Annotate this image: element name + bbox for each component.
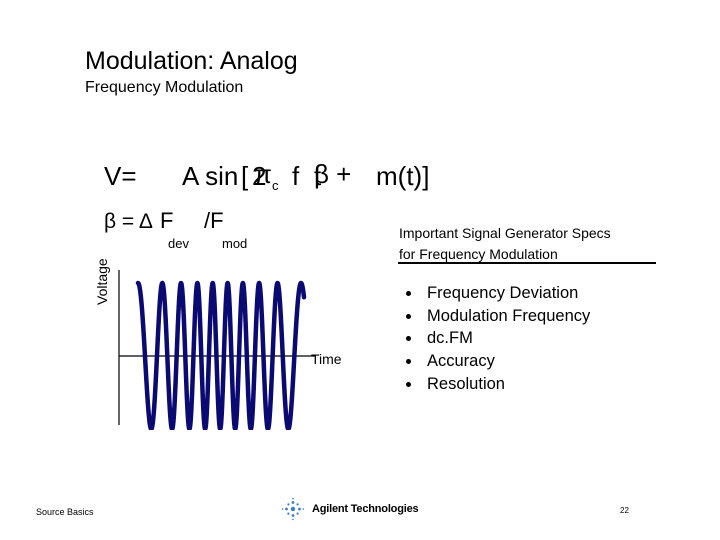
slide-subtitle: Frequency Modulation	[85, 79, 244, 96]
formula-pi: π	[254, 159, 272, 189]
fm-waveform-graph	[118, 270, 315, 430]
footer-source-label: Source Basics	[36, 507, 94, 517]
beta-eq: β = Δ	[104, 210, 153, 233]
beta-mod-sub: mod	[222, 236, 248, 251]
specs-divider	[398, 262, 656, 264]
bullet-dot-icon	[406, 381, 411, 387]
x-axis-label: Time	[311, 351, 342, 367]
footer-logo-text: Agilent Technologies	[312, 503, 419, 515]
formula-a-sin: A sin	[182, 161, 239, 191]
formula-f: f	[292, 161, 300, 191]
bullet-dot-icon	[406, 336, 411, 342]
specs-heading: Important Signal Generator Specs for Fre…	[399, 223, 611, 265]
formula-mt-close: m(t)]	[376, 161, 430, 191]
formula-t: t	[314, 161, 322, 191]
agilent-spark-icon	[281, 497, 305, 521]
page-number: 22	[620, 506, 629, 515]
specs-list-item: Frequency Deviation	[406, 282, 590, 305]
beta-slash-F: /F	[204, 208, 224, 233]
specs-item-text: Frequency Deviation	[427, 284, 579, 302]
specs-heading-line2: for Frequency Modulation	[399, 246, 558, 262]
specs-item-text: Resolution	[427, 374, 505, 393]
bullet-dot-icon	[406, 359, 411, 365]
formula-c-sub: c	[272, 178, 279, 193]
bullet-dot-icon	[406, 313, 411, 319]
specs-list: Frequency Deviation Modulation Frequency…	[406, 282, 590, 396]
formula-two: 2	[252, 161, 267, 191]
beta-dev-sub: dev	[168, 236, 189, 251]
bullet-dot-icon	[406, 291, 411, 296]
specs-list-item: Modulation Frequency	[406, 305, 590, 328]
formula-bracket-open: [	[241, 161, 249, 191]
specs-item-text: Modulation Frequency	[427, 306, 591, 325]
specs-item-text: Accuracy	[427, 352, 495, 371]
fm-waveform	[135, 280, 307, 430]
specs-list-item: Resolution	[406, 373, 590, 396]
formula-v-eq: V=	[104, 161, 137, 191]
specs-item-text: dc.FM	[427, 329, 473, 348]
specs-list-item: Accuracy	[406, 350, 590, 373]
specs-heading-line1: Important Signal Generator Specs	[399, 225, 611, 241]
y-axis-label: Voltage	[94, 258, 110, 305]
formula-beta-plus: β +	[314, 159, 352, 189]
slide-title: Modulation: Analog	[85, 47, 298, 75]
specs-list-item: dc.FM	[406, 327, 590, 350]
beta-F: F	[160, 208, 174, 233]
